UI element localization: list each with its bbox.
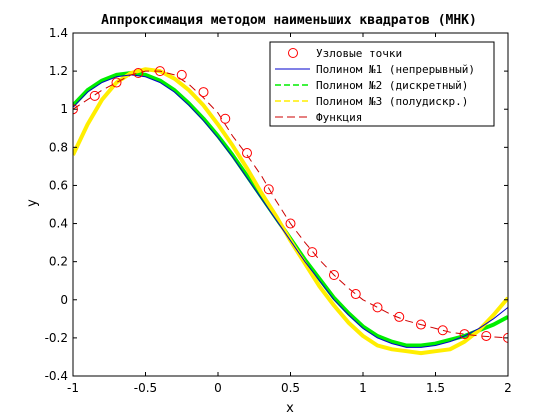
legend-label: Полином №1 (непрерывный) — [316, 63, 475, 76]
data-point-marker — [242, 148, 252, 159]
y-tick-label: 0.6 — [49, 178, 68, 192]
y-tick-label: 0 — [60, 293, 68, 307]
data-point-marker — [481, 330, 492, 341]
y-tick-label: 0.2 — [49, 255, 68, 269]
x-tick-label: 2 — [504, 381, 512, 395]
data-point-marker — [176, 69, 187, 80]
data-point-marker — [89, 90, 100, 101]
x-tick-label: 0 — [214, 381, 222, 395]
x-tick-label: 1.5 — [426, 381, 445, 395]
data-point-marker — [73, 104, 78, 115]
data-point-marker — [503, 332, 508, 343]
y-tick-label: 1.2 — [49, 64, 68, 78]
data-point-marker — [285, 218, 296, 229]
data-point-marker — [155, 66, 165, 77]
plot-area — [73, 66, 508, 356]
data-point-marker — [198, 87, 209, 98]
data-point-marker — [111, 77, 122, 88]
y-axis-label: y — [25, 199, 40, 207]
axes: -1 -0.5 0 0.5 1 1.5 2 -0.4 -0.2 0 0.2 0.4 0.6 0.8 1 1.2… — [45, 26, 512, 395]
y-tick-label: -0.2 — [45, 331, 68, 345]
legend-label: Узловые точки — [316, 47, 402, 60]
data-point-marker — [416, 319, 426, 330]
data-point-marker — [263, 184, 274, 195]
legend-label: Полином №2 (дискретный) — [316, 79, 468, 92]
data-point-marker — [329, 270, 339, 281]
legend-swatch — [288, 48, 298, 58]
data-point-marker — [307, 247, 318, 258]
x-axis-label: x — [286, 401, 294, 416]
y-tick-label: 1 — [60, 102, 68, 116]
series-line-1 — [73, 74, 508, 348]
chart-title: Аппроксимация методом наименьших квадрат… — [101, 13, 477, 28]
data-point-marker — [459, 329, 470, 340]
x-tick-label: 1 — [359, 381, 367, 395]
data-point-marker — [133, 68, 144, 79]
x-tick-label: -1 — [67, 381, 79, 395]
data-point-marker — [220, 113, 231, 124]
x-tick-label: -0.5 — [134, 381, 157, 395]
legend-label: Полином №3 (полудискр.) — [316, 95, 468, 108]
y-tick-label: 1.4 — [49, 26, 68, 40]
y-tick-label: -0.4 — [45, 369, 68, 383]
data-point-marker — [394, 311, 405, 322]
data-point-marker — [350, 289, 361, 300]
y-tick-label: 0.4 — [49, 217, 68, 231]
legend: Узловые точки Полином №1 (непрерывный) Пол… — [269, 41, 495, 127]
legend-label: Функция — [316, 111, 362, 124]
y-tick-label: 0.8 — [49, 140, 68, 154]
data-point-marker — [437, 325, 448, 336]
series-line-4 — [73, 70, 508, 339]
x-tick-label: 0.5 — [281, 381, 300, 395]
legend-box — [269, 41, 495, 127]
data-point-marker — [372, 302, 383, 313]
